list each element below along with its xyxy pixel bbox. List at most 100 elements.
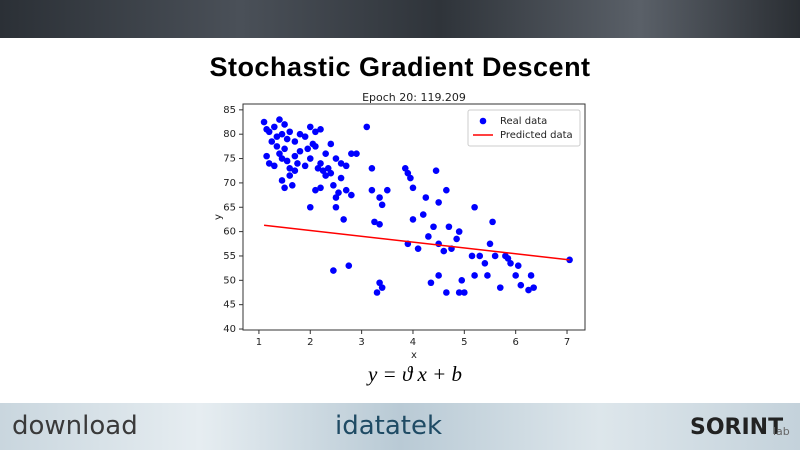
data-point [312, 128, 319, 136]
data-point [414, 245, 422, 252]
data-point [345, 262, 353, 270]
data-point [278, 130, 286, 138]
data-point [383, 186, 391, 194]
data-point [312, 186, 319, 194]
data-point [453, 235, 460, 243]
data-point [430, 223, 437, 231]
data-point [317, 160, 324, 167]
data-point [445, 223, 453, 231]
y-tick-label: 65 [223, 202, 236, 213]
logo: download [12, 411, 138, 441]
data-point [319, 167, 327, 175]
x-tick-label: 7 [564, 337, 570, 348]
data-point [371, 218, 378, 226]
data-point [327, 140, 335, 148]
x-tick-label: 4 [410, 337, 416, 348]
data-point [514, 262, 522, 270]
data-point [368, 186, 376, 194]
data-point [378, 284, 386, 291]
data-point [286, 128, 294, 136]
data-point [322, 150, 329, 157]
data-point [286, 172, 294, 179]
formula: y = ϑ x + b [367, 362, 463, 386]
data-point [271, 123, 278, 131]
top-banner [0, 0, 800, 38]
legend-marker [479, 117, 487, 125]
data-point [327, 169, 335, 177]
data-point [322, 172, 329, 179]
bottom-banner: download idatatek SORINT lab [0, 403, 800, 450]
data-point [306, 155, 314, 162]
data-point [512, 272, 519, 279]
data-point [409, 216, 417, 223]
data-point [530, 284, 537, 291]
y-tick-label: 70 [223, 178, 236, 189]
data-point [335, 189, 342, 196]
data-point [401, 164, 409, 172]
data-point [291, 138, 299, 145]
data-point [443, 186, 450, 194]
logo: lab [773, 425, 790, 438]
data-point [461, 289, 468, 296]
data-point [332, 155, 340, 162]
data-point [422, 194, 430, 201]
data-point [455, 228, 463, 235]
data-point [455, 289, 463, 296]
data-point [281, 121, 288, 128]
data-point [296, 147, 304, 155]
data-point [425, 233, 432, 240]
data-point [491, 252, 499, 260]
data-point [288, 182, 296, 189]
logo: idatatek [335, 411, 443, 441]
data-point [376, 221, 383, 228]
data-point [265, 128, 273, 136]
data-point [281, 145, 288, 153]
data-point [458, 277, 466, 284]
data-point [378, 201, 386, 209]
data-point [337, 160, 345, 167]
data-point [294, 160, 301, 167]
data-point [314, 164, 322, 172]
data-point [324, 164, 332, 172]
y-tick-label: 40 [223, 324, 236, 335]
data-point [481, 259, 489, 267]
y-tick-label: 55 [223, 251, 236, 262]
data-point [435, 272, 442, 279]
data-point [476, 252, 484, 260]
data-point [337, 174, 345, 182]
data-point [435, 240, 442, 248]
data-point [507, 259, 514, 267]
data-point [332, 194, 340, 201]
data-point [404, 169, 412, 177]
x-tick-label: 2 [307, 337, 313, 348]
data-point [283, 135, 291, 143]
data-point [273, 133, 281, 140]
legend-box [467, 109, 581, 147]
data-point [278, 177, 286, 184]
data-point [419, 211, 427, 218]
data-point [301, 133, 309, 140]
data-point [281, 184, 288, 192]
data-point [376, 194, 383, 201]
data-point [409, 184, 417, 192]
data-point [268, 138, 276, 145]
legend-label: Predicted data [500, 130, 573, 141]
data-point [373, 289, 381, 296]
data-point [486, 240, 494, 248]
data-point [332, 203, 340, 211]
data-point [348, 191, 355, 199]
data-point [348, 150, 355, 157]
y-tick-label: 50 [223, 275, 236, 286]
data-point [260, 118, 268, 126]
logo: SORINT [690, 415, 784, 440]
data-point [340, 216, 347, 223]
data-point [271, 162, 278, 170]
data-point [432, 167, 440, 175]
data-point [527, 272, 535, 279]
data-point [296, 130, 304, 138]
data-point [301, 162, 309, 170]
data-point [471, 272, 478, 279]
data-point [330, 182, 337, 189]
data-point [317, 126, 324, 133]
